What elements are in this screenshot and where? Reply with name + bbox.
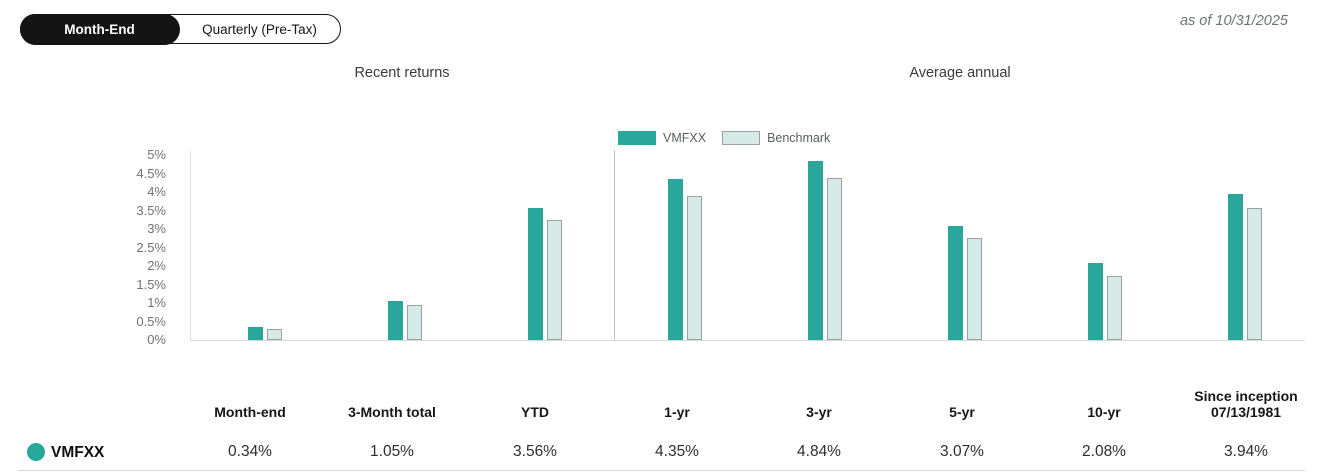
section-title-average-annual: Average annual <box>909 65 1011 81</box>
y-axis-tick-label: 5% <box>147 147 166 162</box>
y-axis-tick-label: 2% <box>147 258 166 273</box>
section-divider-line <box>614 150 615 340</box>
benchmark-bar <box>967 238 982 340</box>
table-column-header: 10-yr <box>1087 404 1121 420</box>
y-axis-tick-label: 3% <box>147 221 166 236</box>
table-column-header: 1-yr <box>664 404 690 420</box>
period-toggle: Month-End Quarterly (Pre-Tax) <box>19 13 341 45</box>
section-title-recent-returns: Recent returns <box>354 65 450 81</box>
table-row-label-vmfxx: VMFXX <box>51 444 105 461</box>
vmfxx-bar <box>668 179 683 340</box>
table-column-header: 5-yr <box>949 404 975 420</box>
y-axis-tick-label: 4% <box>147 184 166 199</box>
vmfxx-bar <box>1088 263 1103 340</box>
legend-label-vmfxx: VMFXX <box>663 131 707 145</box>
table-value-cell: 4.35% <box>655 443 699 460</box>
y-axis-tick-label: 1.5% <box>136 276 166 292</box>
toggle-month-end[interactable]: Month-End <box>19 13 180 45</box>
as-of-date: as of 10/31/2025 <box>1179 13 1288 29</box>
x-axis-baseline <box>190 340 1305 341</box>
chart-legend: VMFXX Benchmark <box>618 131 830 145</box>
legend-swatch-benchmark <box>722 131 761 145</box>
legend-swatch-vmfxx <box>618 131 656 145</box>
y-axis-tick-label: 0% <box>147 332 166 347</box>
benchmark-bar <box>547 220 562 340</box>
legend-label-benchmark: Benchmark <box>767 131 831 145</box>
vmfxx-bar <box>248 327 263 340</box>
vmfxx-bullet <box>27 443 45 461</box>
benchmark-bar <box>407 305 422 340</box>
vmfxx-bar <box>808 161 823 340</box>
table-column-header: YTD <box>521 404 549 420</box>
y-axis-tick-label: 1% <box>147 295 166 310</box>
vmfxx-bar <box>528 208 543 340</box>
table-value-cell: 2.08% <box>1082 443 1126 460</box>
vmfxx-bar <box>388 301 403 340</box>
y-axis-line <box>190 151 191 340</box>
y-axis-tick-label: 2.5% <box>136 239 166 255</box>
table-column-header: Since inception 07/13/1981 <box>1194 388 1298 420</box>
vmfxx-bar <box>948 226 963 340</box>
table-value-cell: 3.56% <box>513 443 557 460</box>
table-column-header: 3-Month total <box>348 404 436 420</box>
y-axis-tick-label: 4.5% <box>136 165 166 181</box>
table-column-header: Month-end <box>214 404 286 420</box>
y-axis-tick-label: 0.5% <box>136 313 166 329</box>
benchmark-bar <box>827 178 842 340</box>
benchmark-bar <box>1247 208 1262 340</box>
y-axis-tick-label: 3.5% <box>136 202 166 218</box>
table-column-header: 3-yr <box>806 404 832 420</box>
benchmark-bar <box>1107 276 1122 340</box>
benchmark-bar <box>687 196 702 340</box>
table-value-cell: 1.05% <box>370 443 414 460</box>
toggle-quarterly-pretax[interactable]: Quarterly (Pre-Tax) <box>180 15 340 43</box>
table-bottom-border <box>18 470 1305 471</box>
table-value-cell: 3.07% <box>940 443 984 460</box>
table-value-cell: 3.94% <box>1224 443 1268 460</box>
benchmark-bar <box>267 329 282 340</box>
table-value-cell: 4.84% <box>797 443 841 460</box>
vmfxx-bar <box>1228 194 1243 340</box>
table-value-cell: 0.34% <box>228 443 272 460</box>
